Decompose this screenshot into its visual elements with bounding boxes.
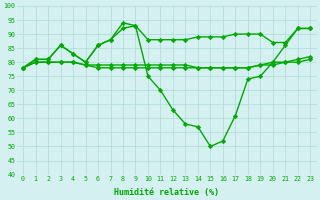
X-axis label: Humidité relative (%): Humidité relative (%) xyxy=(114,188,219,197)
